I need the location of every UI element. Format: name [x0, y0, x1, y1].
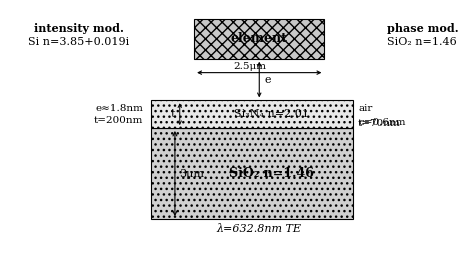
- Text: c=0.6nm: c=0.6nm: [358, 118, 406, 127]
- Text: t=70nm: t=70nm: [358, 119, 401, 128]
- Bar: [194, 19, 324, 59]
- Text: SiO₂ n=1.46: SiO₂ n=1.46: [387, 37, 457, 47]
- Text: Si₃N₄ n=2.01: Si₃N₄ n=2.01: [234, 109, 309, 119]
- Text: SiO₂ n=1.46: SiO₂ n=1.46: [229, 167, 314, 180]
- Text: air: air: [358, 104, 373, 113]
- Text: λ=632.8nm TE: λ=632.8nm TE: [217, 224, 302, 234]
- Text: phase mod.: phase mod.: [387, 23, 459, 34]
- Text: 2.5μm: 2.5μm: [233, 62, 266, 71]
- Bar: [151, 100, 353, 128]
- Text: e: e: [264, 74, 271, 85]
- Text: element: element: [231, 33, 288, 46]
- Bar: [151, 128, 353, 219]
- Text: Si n=3.85+0.019i: Si n=3.85+0.019i: [28, 37, 129, 47]
- Text: t=200nm: t=200nm: [94, 116, 143, 125]
- Text: e≈1.8nm: e≈1.8nm: [95, 104, 143, 113]
- Text: 3μm: 3μm: [179, 169, 204, 179]
- Text: t: t: [171, 109, 175, 119]
- Text: intensity mod.: intensity mod.: [34, 23, 123, 34]
